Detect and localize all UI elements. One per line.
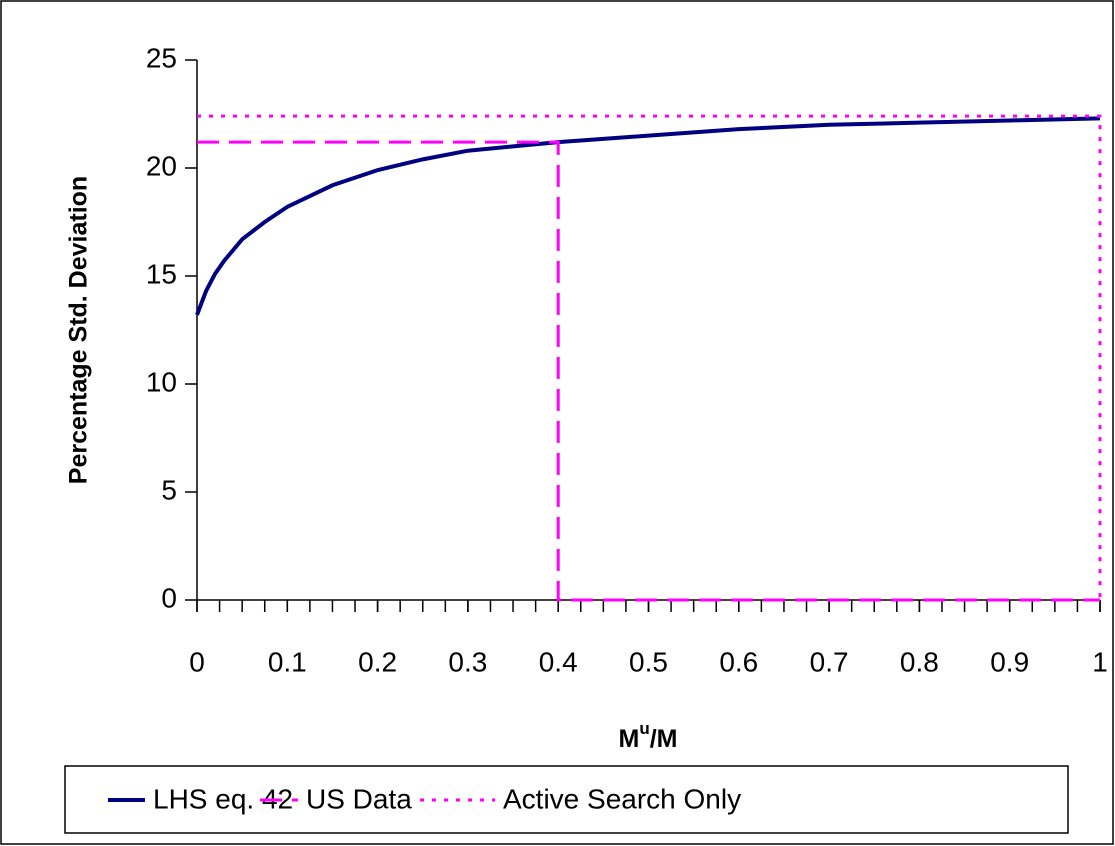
x-tick-label: 1 [1092, 646, 1108, 677]
x-tick-label: 0 [189, 646, 205, 677]
series-line [197, 140, 1100, 602]
x-label-part: /M [650, 725, 678, 753]
x-tick-label: 0.9 [990, 646, 1029, 677]
y-tick-label: 0 [161, 582, 177, 613]
x-axis-label: Mu/M [619, 719, 678, 752]
x-label-part: M [619, 725, 640, 753]
y-axis-label: Percentage Std. Deviation [65, 176, 93, 484]
y-tick-label: 15 [146, 258, 177, 289]
y-tick-label: 5 [161, 474, 177, 505]
y-tick-label: 25 [146, 42, 177, 73]
y-tick-label: 10 [146, 366, 177, 397]
x-tick-label: 0.1 [268, 646, 307, 677]
x-tick-label: 0.3 [448, 646, 487, 677]
x-tick-label: 0.7 [810, 646, 849, 677]
x-tick-label: 0.2 [358, 646, 397, 677]
x-label-sup: u [639, 719, 649, 738]
series-line [195, 116, 1101, 316]
legend-label: US Data [306, 783, 412, 814]
x-tick-label: 0.8 [900, 646, 939, 677]
y-tick-label: 20 [146, 150, 177, 181]
x-tick-label: 0.5 [629, 646, 668, 677]
x-tick-label: 0.6 [719, 646, 758, 677]
series-line [197, 114, 1102, 600]
legend-label: Active Search Only [503, 783, 741, 814]
x-tick-label: 0.4 [539, 646, 578, 677]
legend-box [64, 765, 1069, 834]
